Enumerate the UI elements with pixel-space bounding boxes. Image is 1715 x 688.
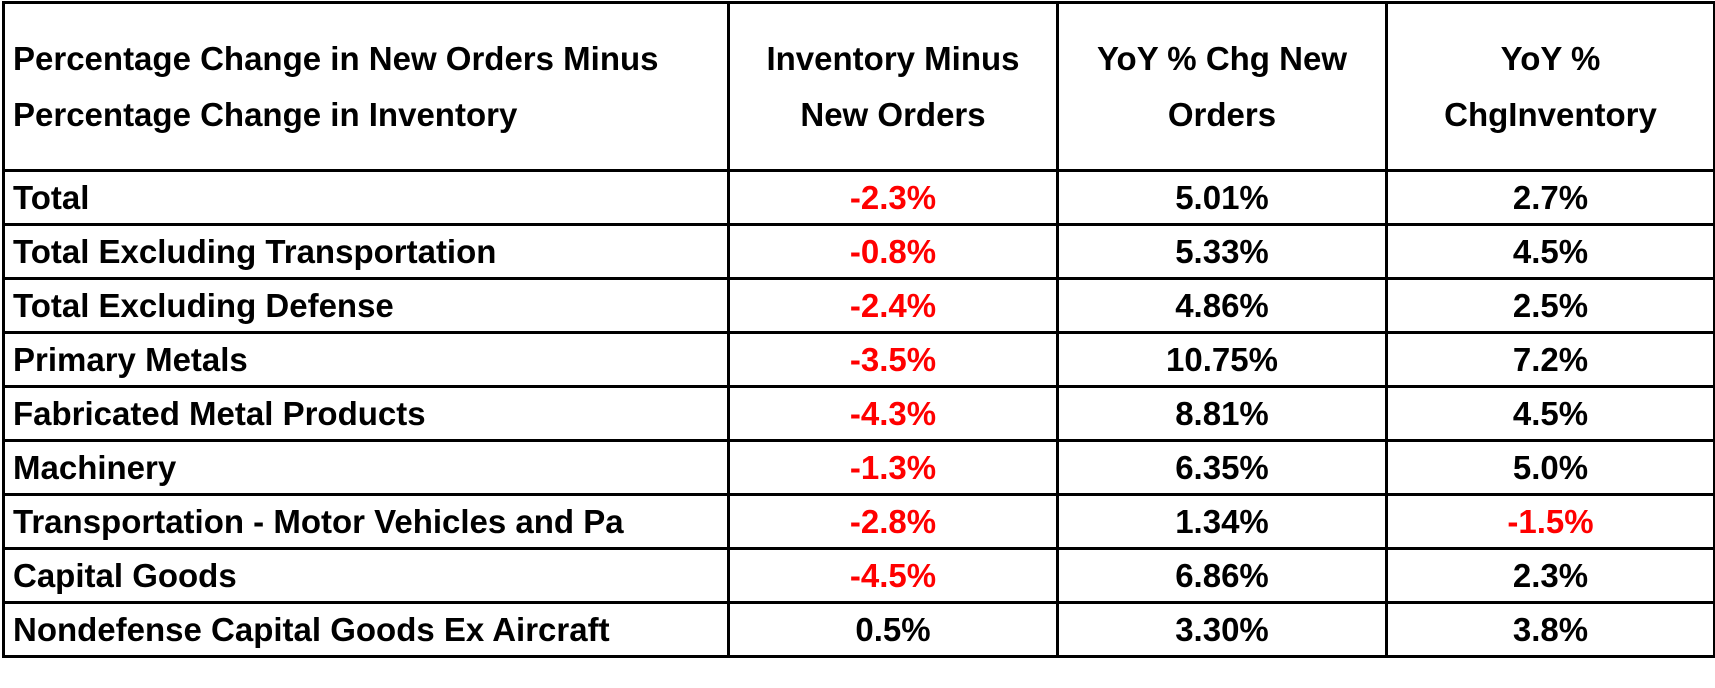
- table-row: Transportation - Motor Vehicles and Pa -2…: [2, 493, 1715, 550]
- value-cell: -2.4%: [727, 277, 1059, 334]
- row-label: Total Excluding Transportation: [2, 223, 730, 280]
- value-cell: -1.3%: [727, 439, 1059, 496]
- value-cell: 3.30%: [1056, 601, 1388, 658]
- value-cell: 10.75%: [1056, 331, 1388, 388]
- row-label: Total: [2, 169, 730, 226]
- value-cell: 2.5%: [1385, 277, 1715, 334]
- value-cell: -3.5%: [727, 331, 1059, 388]
- value-cell: 2.7%: [1385, 169, 1715, 226]
- header-row: Percentage Change in New Orders Minus Pe…: [2, 1, 1715, 172]
- value-cell: 4.5%: [1385, 223, 1715, 280]
- table-body: Total -2.3% 5.01% 2.7% Total Excluding Trans…: [2, 169, 1715, 658]
- row-label: Machinery: [2, 439, 730, 496]
- value-cell: 5.33%: [1056, 223, 1388, 280]
- value-cell: 1.34%: [1056, 493, 1388, 550]
- value-cell: 0.5%: [727, 601, 1059, 658]
- value-cell: -0.8%: [727, 223, 1059, 280]
- value-cell: 3.8%: [1385, 601, 1715, 658]
- value-cell: 8.81%: [1056, 385, 1388, 442]
- table-row: Primary Metals -3.5% 10.75% 7.2%: [2, 331, 1715, 388]
- table-row: Nondefense Capital Goods Ex Aircraft 0.5%…: [2, 601, 1715, 658]
- value-cell: -4.5%: [727, 547, 1059, 604]
- header-cell: YoY % ChgInventory: [1385, 1, 1715, 172]
- value-cell: 5.0%: [1385, 439, 1715, 496]
- table-row: Fabricated Metal Products -4.3% 8.81% 4.5%: [2, 385, 1715, 442]
- value-cell: 5.01%: [1056, 169, 1388, 226]
- table-row: Capital Goods -4.5% 6.86% 2.3%: [2, 547, 1715, 604]
- row-label: Fabricated Metal Products: [2, 385, 730, 442]
- value-cell: 2.3%: [1385, 547, 1715, 604]
- value-cell: 4.86%: [1056, 277, 1388, 334]
- table-row: Total -2.3% 5.01% 2.7%: [2, 169, 1715, 226]
- row-label: Primary Metals: [2, 331, 730, 388]
- header-cell: Inventory Minus New Orders: [727, 1, 1059, 172]
- row-label: Nondefense Capital Goods Ex Aircraft: [2, 601, 730, 658]
- row-label: Capital Goods: [2, 547, 730, 604]
- value-cell: -1.5%: [1385, 493, 1715, 550]
- header-cell: Percentage Change in New Orders Minus Pe…: [2, 1, 730, 172]
- value-cell: 6.35%: [1056, 439, 1388, 496]
- data-table: Percentage Change in New Orders Minus Pe…: [2, 1, 1715, 658]
- row-label: Total Excluding Defense: [2, 277, 730, 334]
- value-cell: 7.2%: [1385, 331, 1715, 388]
- value-cell: -2.8%: [727, 493, 1059, 550]
- row-label: Transportation - Motor Vehicles and Pa: [2, 493, 730, 550]
- table-row: Machinery -1.3% 6.35% 5.0%: [2, 439, 1715, 496]
- value-cell: 4.5%: [1385, 385, 1715, 442]
- value-cell: 6.86%: [1056, 547, 1388, 604]
- value-cell: -4.3%: [727, 385, 1059, 442]
- header-cell: YoY % Chg New Orders: [1056, 1, 1388, 172]
- value-cell: -2.3%: [727, 169, 1059, 226]
- table-row: Total Excluding Defense -2.4% 4.86% 2.5%: [2, 277, 1715, 334]
- table-row: Total Excluding Transportation -0.8% 5.33%…: [2, 223, 1715, 280]
